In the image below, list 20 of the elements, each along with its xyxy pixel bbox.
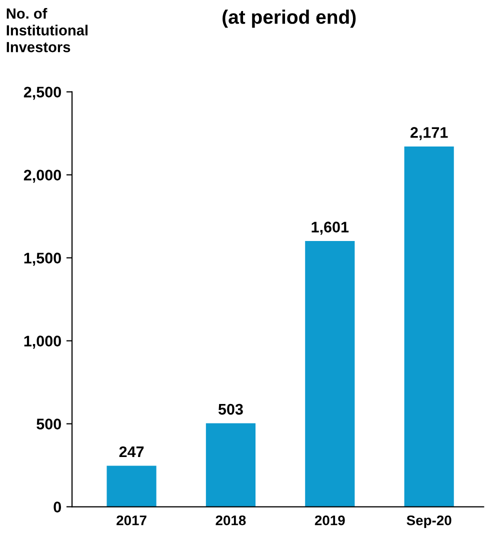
chart-title: (at period end) xyxy=(222,10,356,28)
data-label: 1,601 xyxy=(312,222,349,235)
bar xyxy=(305,241,355,507)
bar xyxy=(404,146,454,507)
bar xyxy=(206,423,256,507)
y-tick-label: 500 xyxy=(36,418,61,430)
data-label: 247 xyxy=(119,446,144,458)
y-tick-label: 1,500 xyxy=(24,252,61,266)
data-label: 503 xyxy=(218,404,243,415)
data-label: 2,171 xyxy=(410,127,448,140)
y-tick-label: 1,000 xyxy=(24,336,61,349)
bar xyxy=(106,466,156,507)
y-axis-title: No. of Institutional Investors xyxy=(6,8,88,52)
y-tick-label: 2,000 xyxy=(24,170,61,183)
x-tick-label: 2017 xyxy=(116,515,146,526)
y-tick-label: 2,500 xyxy=(24,86,61,100)
y-tick-label: 0 xyxy=(54,502,61,512)
x-tick-label: Sep-20 xyxy=(406,515,452,528)
x-tick-label: 2019 xyxy=(314,515,345,526)
x-tick-label: 2018 xyxy=(216,515,246,526)
